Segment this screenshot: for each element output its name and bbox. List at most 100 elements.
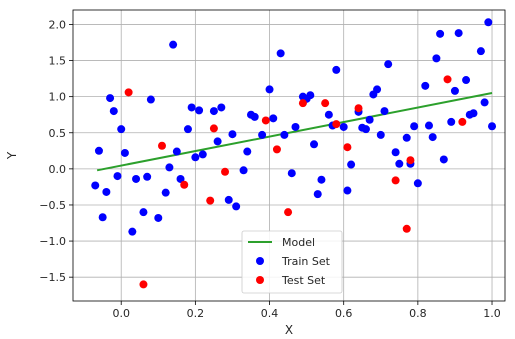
train-point [94, 146, 103, 155]
legend-box [241, 230, 343, 294]
y-tick-label: −1.5 [39, 271, 66, 284]
train-point [102, 187, 111, 196]
x-tick-label: 1.0 [483, 307, 501, 320]
train-point [484, 18, 493, 27]
train-point [421, 81, 430, 90]
train-point [450, 86, 459, 95]
train-point [106, 94, 115, 103]
test-point [343, 143, 352, 152]
x-axis-ticks: 0.0 0.2 0.4 0.6 0.8 1.0 [112, 301, 501, 320]
train-point [384, 60, 393, 69]
test-point [321, 99, 330, 108]
train-point [454, 29, 463, 38]
test-point [157, 141, 166, 150]
x-tick-label: 0.4 [261, 307, 279, 320]
train-point [424, 121, 433, 130]
train-point [380, 107, 389, 116]
x-tick-label: 0.8 [409, 307, 427, 320]
train-point [139, 208, 148, 217]
model-line [96, 92, 493, 172]
y-tick-label: −1.0 [39, 235, 66, 248]
train-point [413, 179, 422, 188]
test-point [354, 104, 363, 113]
legend-train-label: Train Set [281, 255, 331, 268]
y-tick-label: 0.0 [49, 163, 67, 176]
train-point [183, 125, 192, 134]
train-point [373, 85, 382, 94]
train-point [213, 137, 222, 146]
train-point [165, 163, 174, 172]
train-point [480, 98, 489, 107]
train-point [436, 29, 445, 38]
train-point [343, 186, 352, 195]
train-point [376, 130, 385, 139]
train-point [176, 174, 185, 183]
x-axis-label: X [285, 323, 293, 337]
train-point [239, 166, 248, 175]
test-point [180, 180, 189, 189]
train-point [224, 195, 233, 204]
train-point [146, 95, 155, 104]
x-tick-label: 0.2 [187, 307, 205, 320]
train-point [439, 155, 448, 164]
train-point [154, 213, 163, 222]
test-point [139, 280, 148, 289]
train-set-series [91, 18, 497, 236]
x-tick-label: 0.6 [335, 307, 353, 320]
model-line-series [96, 92, 493, 172]
train-point [191, 153, 200, 162]
train-point [410, 122, 419, 131]
train-point [132, 174, 141, 183]
train-point [113, 172, 122, 181]
test-point [458, 117, 467, 126]
y-tick-label: 0.5 [49, 127, 67, 140]
test-point [284, 208, 293, 217]
y-axis-label: Y [5, 151, 19, 160]
train-point [324, 110, 333, 119]
test-point [406, 156, 415, 165]
train-point [117, 125, 126, 134]
train-point [161, 188, 170, 197]
train-point [432, 54, 441, 63]
train-point [428, 133, 437, 142]
y-axis-ticks: −1.5 −1.0 −0.5 0.0 0.5 1.0 1.5 2.0 [39, 18, 73, 284]
train-point [310, 140, 319, 149]
train-point [280, 130, 289, 139]
train-point [128, 227, 137, 236]
test-point [221, 167, 230, 176]
train-point [195, 106, 204, 115]
train-point [209, 107, 218, 116]
test-point [443, 75, 452, 84]
legend-test-label: Test Set [281, 274, 326, 287]
legend-model-label: Model [282, 236, 315, 249]
train-point [269, 114, 278, 123]
legend: Model Train Set Test Set [241, 230, 343, 294]
test-point [298, 99, 307, 108]
train-point [198, 150, 207, 159]
y-tick-label: 1.5 [49, 55, 67, 68]
test-point [272, 145, 281, 154]
train-point [98, 213, 107, 222]
train-point [313, 190, 322, 199]
train-point [276, 49, 285, 58]
train-point [395, 159, 404, 168]
train-point [347, 160, 356, 169]
train-point [143, 172, 152, 181]
y-tick-label: 1.0 [49, 91, 67, 104]
train-point [258, 130, 267, 139]
train-point [228, 130, 237, 139]
legend-test-swatch [256, 276, 264, 284]
train-point [361, 125, 370, 134]
train-point [287, 169, 296, 178]
test-point [206, 196, 215, 205]
train-point [265, 85, 274, 94]
train-point [462, 76, 471, 85]
grid [73, 10, 505, 301]
train-point [402, 133, 411, 142]
train-point [109, 107, 118, 116]
plot-frame [72, 9, 506, 302]
test-set-series [124, 75, 467, 289]
train-point [476, 47, 485, 56]
test-point [124, 88, 133, 97]
